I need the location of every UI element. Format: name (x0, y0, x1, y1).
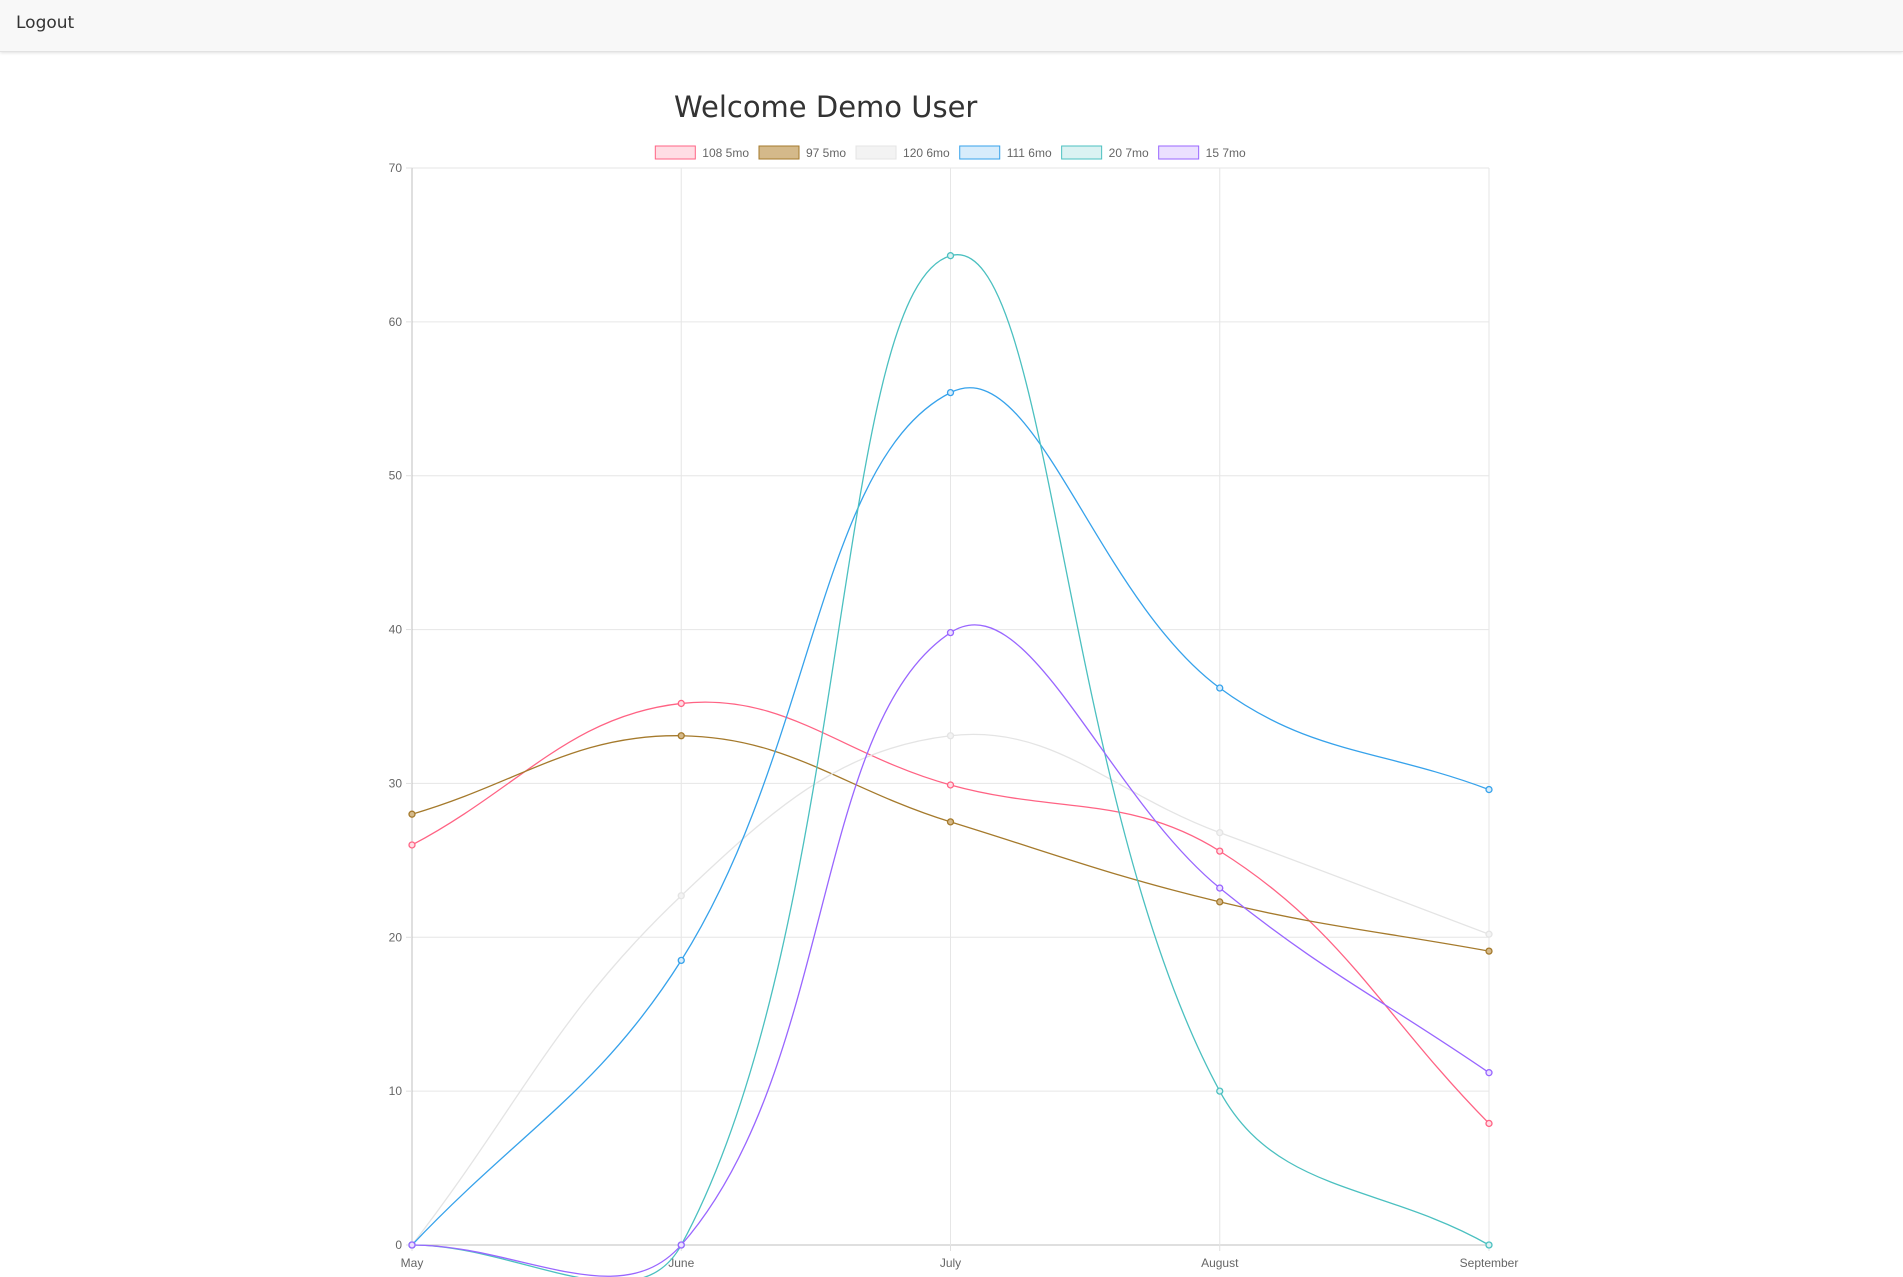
legend-swatch (654, 145, 696, 160)
legend-swatch (1061, 145, 1103, 160)
legend-swatch (959, 145, 1001, 160)
data-point (1216, 898, 1224, 906)
data-point (1216, 847, 1224, 855)
data-point (946, 781, 955, 789)
data-point (408, 841, 416, 849)
x-tick-label: July (940, 1256, 961, 1270)
data-point (1485, 785, 1493, 794)
data-point (677, 1241, 685, 1249)
chart-legend: 108 5mo 97 5mo 120 6mo 111 6mo 20 7mo 15 7mo (654, 145, 1246, 160)
y-tick-label: 60 (389, 315, 403, 329)
data-point (946, 252, 955, 260)
navbar: Logout (0, 0, 1903, 52)
data-point (1485, 1119, 1493, 1128)
x-tick-label: August (1201, 1256, 1239, 1270)
series-line (411, 624, 1490, 1277)
y-tick-label: 20 (389, 930, 403, 944)
legend-swatch (855, 145, 897, 160)
data-point (677, 732, 685, 740)
data-point (408, 810, 416, 818)
data-point (677, 892, 685, 900)
x-tick-label: May (401, 1256, 424, 1270)
logout-link[interactable]: Logout (16, 13, 75, 33)
data-point (946, 732, 955, 740)
y-tick-label: 0 (395, 1238, 402, 1252)
legend-label: 97 5mo (806, 146, 846, 160)
data-point (677, 956, 685, 965)
data-point (1216, 884, 1224, 892)
page-title: Welcome Demo User (674, 90, 978, 124)
data-point (1216, 684, 1224, 692)
chart-grid (411, 167, 1490, 1246)
data-point (1485, 930, 1493, 938)
chart-series (408, 252, 1493, 1277)
data-point (1216, 1087, 1224, 1095)
x-tick-label: September (1460, 1256, 1519, 1270)
legend-label: 20 7mo (1109, 146, 1149, 160)
series-line (411, 387, 1490, 1246)
legend-label: 108 5mo (702, 146, 749, 160)
y-tick-label: 50 (389, 469, 403, 483)
legend-label: 120 6mo (903, 146, 950, 160)
legend-swatch (758, 145, 800, 160)
y-tick-label: 40 (389, 623, 403, 637)
legend-label: 15 7mo (1206, 146, 1246, 160)
legend-label: 111 6mo (1007, 146, 1052, 160)
chart-axes: 0 10 20 30 40 50 60 70 May June July August Septembe… (389, 161, 1519, 1270)
data-point (946, 628, 955, 637)
data-point (1485, 947, 1493, 955)
series-line (411, 733, 1490, 1246)
y-tick-label: 30 (389, 776, 403, 790)
data-point (946, 818, 955, 826)
data-point (1485, 1241, 1493, 1249)
data-point (1216, 829, 1224, 837)
data-point (1485, 1069, 1493, 1077)
data-point (677, 699, 685, 708)
data-point (946, 388, 955, 397)
y-tick-label: 70 (389, 161, 403, 175)
x-tick-label: June (668, 1256, 694, 1270)
legend-swatch (1158, 145, 1200, 160)
y-tick-label: 10 (389, 1084, 403, 1098)
data-point (408, 1241, 416, 1249)
